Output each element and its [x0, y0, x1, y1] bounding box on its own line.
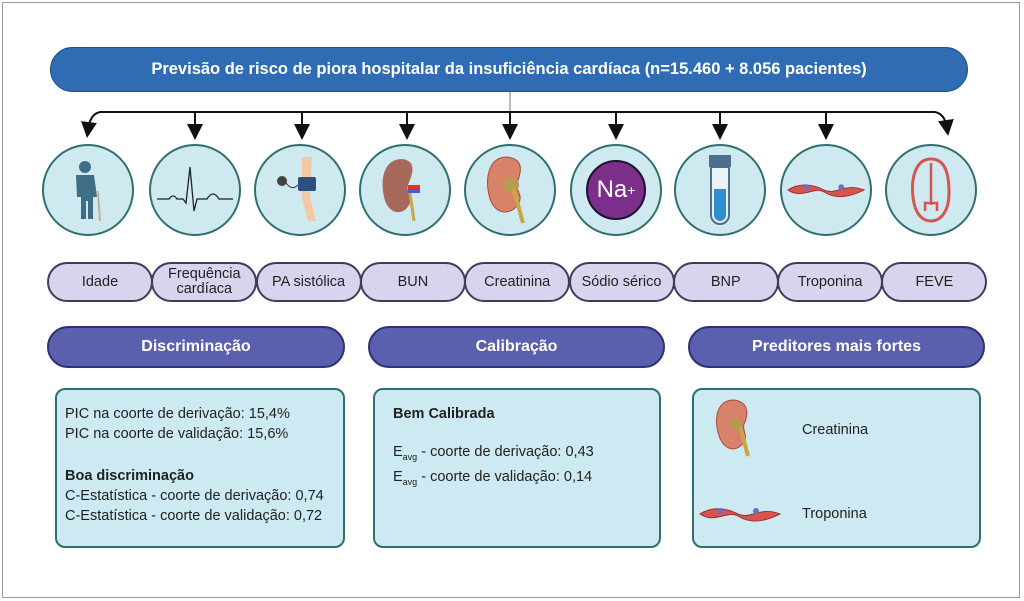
- strongest-predictors-header: Preditores mais fortes: [688, 326, 985, 368]
- charge-symbol: +: [627, 182, 636, 198]
- predictor-label-text: Troponina: [797, 273, 863, 290]
- predictor-label-text: BUN: [397, 273, 429, 290]
- elderly-person-icon: [68, 159, 108, 221]
- e-symbol: E: [393, 468, 403, 485]
- predictor-label: BNP: [672, 262, 779, 302]
- predictor-label: Troponina: [777, 262, 884, 302]
- kidney-cross-section-icon: [485, 155, 535, 225]
- predictor-label-text: Sódio sérico: [581, 273, 662, 290]
- e-symbol: E: [393, 444, 403, 460]
- discrimination-header: Discriminação: [47, 326, 345, 368]
- predictor-label: BUN: [359, 262, 466, 302]
- predictor-label: Creatinina: [464, 262, 571, 302]
- calibration-box: Bem Calibrada Eavg - coorte de derivação…: [373, 388, 661, 548]
- predictor-label-text: Idade: [81, 273, 119, 290]
- sodium-symbol: Na: [596, 176, 628, 203]
- cardiac-muscle-icon: [786, 177, 866, 203]
- ecg-icon: [155, 165, 235, 215]
- cardiac-muscle-icon: [699, 508, 782, 522]
- predictor-label: Idade: [47, 262, 153, 302]
- eavg-derivation-text: - coorte de derivação: 0,43: [417, 444, 594, 460]
- predictor-label-text: Frequência cardíaca: [168, 266, 241, 297]
- kidney-cross-section-icon: [716, 399, 750, 457]
- eavg-validation: Eavg - coorte de validação: 0,14: [393, 467, 659, 492]
- c-stat-validation: C-Estatística - coorte de validação: 0,7…: [65, 508, 323, 524]
- eavg-derivation: Eavg - coorte de derivação: 0,43: [393, 442, 659, 467]
- sodium-ion-icon-circle: Na +: [570, 144, 662, 236]
- predictor-label: Frequência cardíaca: [151, 262, 258, 302]
- sodium-ion-icon: Na +: [586, 160, 646, 220]
- heart-icon-circle: [885, 144, 977, 236]
- e-subscript: avg: [402, 451, 418, 462]
- page-title: Previsão de risco de piora hospitalar da…: [50, 47, 968, 92]
- predictor-label-text: BNP: [710, 273, 741, 290]
- cardiac-muscle-icon-circle: [780, 144, 872, 236]
- predictor-label-text: PA sistólica: [272, 273, 346, 290]
- heart-icon: [909, 155, 953, 225]
- eavg-validation-text: - coorte de validação: 0,14: [417, 468, 593, 485]
- kidney-icon: [380, 157, 430, 223]
- predictor-label: FEVE: [881, 262, 988, 302]
- kidney-cross-section-icon-circle: [464, 144, 556, 236]
- discrimination-subheading: Boa discriminação: [65, 468, 194, 484]
- calibration-subheading: Bem Calibrada: [393, 406, 495, 422]
- kidney-icon-circle: [359, 144, 451, 236]
- blood-pressure-cuff-icon: [272, 155, 328, 225]
- test-tube-icon-circle: [674, 144, 766, 236]
- predictor-label-text: Creatinina: [484, 273, 551, 290]
- pic-validation: PIC na coorte de validação: 15,6%: [65, 426, 289, 442]
- test-tube-icon: [705, 153, 735, 227]
- pic-derivation: PIC na coorte de derivação: 15,4%: [65, 406, 290, 422]
- strongest-item-troponina: Troponina: [802, 506, 867, 522]
- e-subscript: avg: [402, 476, 418, 487]
- ecg-icon-circle: [149, 144, 241, 236]
- predictor-label: Sódio sérico: [568, 262, 675, 302]
- blood-pressure-cuff-icon-circle: [254, 144, 346, 236]
- c-stat-derivation: C-Estatística - coorte de derivação: 0,7…: [65, 488, 324, 504]
- calibration-header: Calibração: [368, 326, 665, 368]
- strongest-predictors-box: Creatinina Troponina: [692, 388, 981, 548]
- predictor-label: PA sistólica: [255, 262, 362, 302]
- predictor-label-text: FEVE: [915, 273, 954, 290]
- discrimination-box: PIC na coorte de derivação: 15,4% PIC na…: [55, 388, 345, 548]
- elderly-person-icon-circle: [42, 144, 134, 236]
- strongest-item-creatinina: Creatinina: [802, 422, 869, 438]
